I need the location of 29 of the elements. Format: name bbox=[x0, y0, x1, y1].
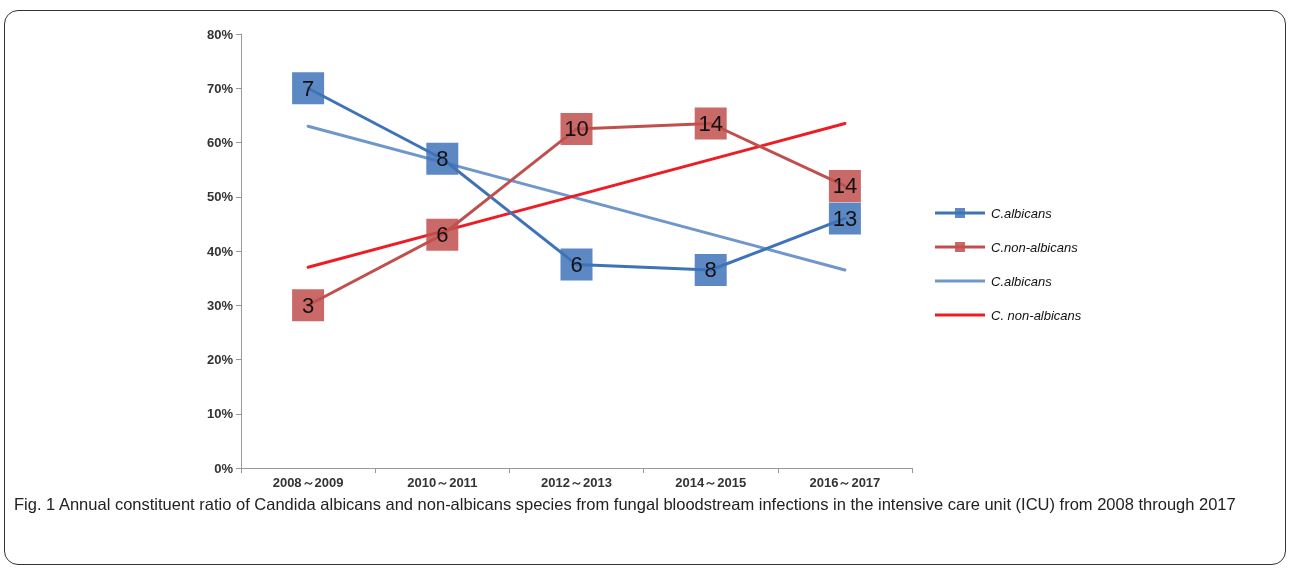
x-tick-label: 2016～2017 bbox=[809, 475, 881, 490]
legend-label: C.non-albicans bbox=[991, 239, 1078, 255]
y-tick-label: 10% bbox=[206, 406, 234, 422]
x-tick-label: 2008～2009 bbox=[272, 475, 344, 490]
y-tick-label: 20% bbox=[206, 352, 234, 367]
x-tick-label: 2010～2011 bbox=[407, 475, 478, 490]
y-tick-label: 30% bbox=[206, 297, 234, 313]
annotation: 8 bbox=[704, 257, 717, 283]
legend-label: C.albicans bbox=[991, 205, 1052, 221]
annotation: 7 bbox=[301, 75, 315, 101]
annotation: 8 bbox=[436, 146, 449, 172]
x-tick-label: 2014～2015 bbox=[675, 475, 747, 490]
y-tick-label: 50% bbox=[206, 189, 234, 205]
legend-label: C. non-albicans bbox=[991, 307, 1082, 323]
annotation: 14 bbox=[698, 111, 723, 137]
annotation: 6 bbox=[570, 252, 583, 278]
annotation: 10 bbox=[564, 116, 589, 142]
y-tick-label: 0% bbox=[214, 460, 234, 476]
x-tick-label: 2012～2013 bbox=[541, 475, 612, 490]
y-tick-label: 70% bbox=[206, 80, 234, 96]
annotation: 3 bbox=[301, 292, 315, 318]
caption: Fig. 1 Annual constituent ratio of Candida albicans and non-albicans species from fungal bloodstream infections in the intensive care unit (ICU) from 2008 through 2017 bbox=[14, 494, 1237, 515]
y-tick-label: 80% bbox=[206, 26, 234, 42]
y-tick-label: 40% bbox=[206, 243, 234, 259]
legend-label: C.albicans bbox=[991, 273, 1052, 289]
annotation: 14 bbox=[832, 173, 858, 199]
annotation: 6 bbox=[436, 222, 449, 248]
annotation: 13 bbox=[832, 205, 858, 231]
y-tick-label: 60% bbox=[206, 135, 234, 150]
